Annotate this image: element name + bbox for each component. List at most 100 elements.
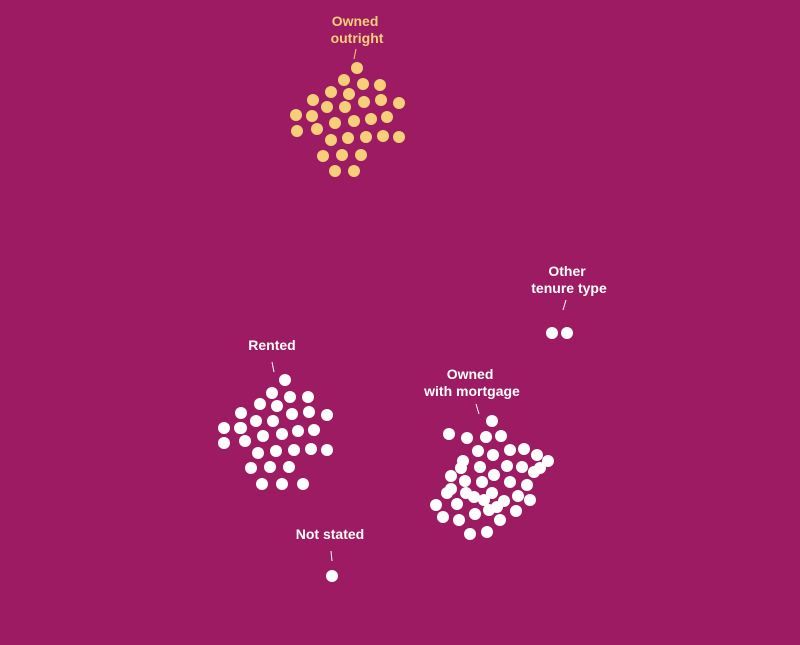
dot — [546, 327, 558, 339]
dot — [303, 406, 315, 418]
dot — [305, 443, 317, 455]
dot-cluster — [546, 327, 573, 339]
dot — [518, 443, 530, 455]
dot — [321, 409, 333, 421]
dot — [284, 391, 296, 403]
dot — [271, 400, 283, 412]
dot — [487, 449, 499, 461]
dot — [501, 460, 513, 472]
label-line: tenure type — [531, 280, 607, 296]
dot — [276, 428, 288, 440]
dot — [235, 407, 247, 419]
dot — [495, 430, 507, 442]
dot — [286, 408, 298, 420]
dot — [521, 479, 533, 491]
dot — [270, 445, 282, 457]
dot — [325, 134, 337, 146]
dot-cluster — [430, 415, 554, 540]
dot — [375, 94, 387, 106]
label-line: with mortgage — [423, 383, 520, 399]
dot — [491, 501, 503, 513]
dot — [297, 478, 309, 490]
dot — [365, 113, 377, 125]
dot — [329, 117, 341, 129]
dot — [336, 149, 348, 161]
dot — [234, 422, 246, 434]
dot — [292, 425, 304, 437]
dot — [266, 387, 278, 399]
dot — [393, 97, 405, 109]
dot — [338, 74, 350, 86]
dot — [443, 428, 455, 440]
dot — [455, 462, 467, 474]
dot — [494, 514, 506, 526]
dot — [326, 570, 338, 582]
dot — [218, 422, 230, 434]
dot — [360, 131, 372, 143]
dot — [460, 487, 472, 499]
dot — [321, 101, 333, 113]
leader-line — [562, 299, 567, 311]
dot — [377, 130, 389, 142]
dot — [481, 526, 493, 538]
dot — [374, 79, 386, 91]
dot — [252, 447, 264, 459]
dot — [290, 109, 302, 121]
leader-line — [271, 361, 275, 373]
dot — [516, 461, 528, 473]
dot — [267, 415, 279, 427]
group-label-owned-outright: Owned outright — [331, 13, 384, 46]
dot — [279, 374, 291, 386]
dot — [504, 444, 516, 456]
group-not-stated: Not stated — [296, 526, 364, 582]
dot — [306, 110, 318, 122]
dot — [451, 498, 463, 510]
dot — [264, 461, 276, 473]
dot — [461, 432, 473, 444]
dot — [291, 125, 303, 137]
dot — [257, 430, 269, 442]
group-label-other-tenure-type: Other tenure type — [531, 263, 607, 296]
leader-line — [330, 550, 333, 562]
label-line: outright — [331, 30, 384, 46]
dot — [531, 449, 543, 461]
dot — [469, 508, 481, 520]
dot — [348, 165, 360, 177]
dot — [358, 96, 370, 108]
dot-cluster — [218, 374, 333, 490]
dot — [343, 88, 355, 100]
label-line: Owned — [447, 366, 494, 382]
label-line: Other — [548, 263, 586, 279]
dot — [218, 437, 230, 449]
dot — [445, 483, 457, 495]
dot — [504, 476, 516, 488]
dot — [393, 131, 405, 143]
dot — [381, 111, 393, 123]
dot — [256, 478, 268, 490]
group-other-tenure-type: Other tenure type — [531, 263, 607, 339]
dot — [317, 150, 329, 162]
group-label-not-stated: Not stated — [296, 526, 364, 542]
dot — [307, 94, 319, 106]
dot — [524, 494, 536, 506]
leader-line — [353, 48, 357, 60]
dot — [288, 444, 300, 456]
group-label-owned-with-mortgage: Owned with mortgage — [423, 366, 520, 399]
dot — [355, 149, 367, 161]
label-line: Owned — [332, 13, 379, 29]
dot — [542, 455, 554, 467]
dot-cluster — [326, 570, 338, 582]
dot — [329, 165, 341, 177]
dot — [351, 62, 363, 74]
dot — [510, 505, 522, 517]
group-rented: Rented — [218, 337, 333, 490]
dot — [534, 462, 546, 474]
dot — [339, 101, 351, 113]
dot — [464, 528, 476, 540]
dot-cluster — [290, 62, 405, 177]
dot — [254, 398, 266, 410]
dot — [476, 476, 488, 488]
label-line: Rented — [248, 337, 295, 353]
dot — [308, 424, 320, 436]
